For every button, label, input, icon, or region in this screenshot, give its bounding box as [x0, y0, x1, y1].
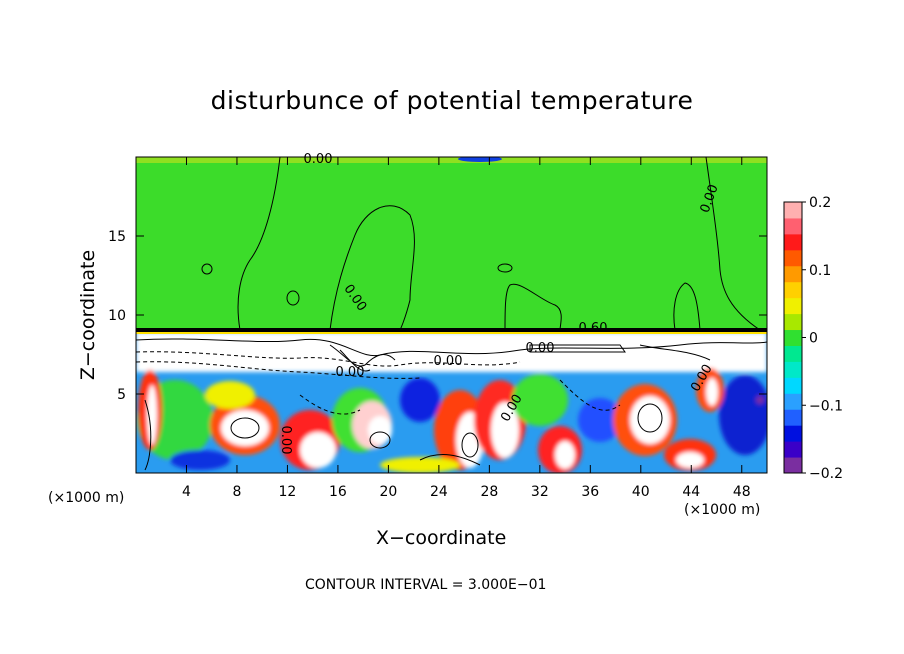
- colorbar-segment: [784, 297, 802, 315]
- contour-label: 0.00: [434, 354, 463, 369]
- x-tick-label: 36: [581, 484, 599, 500]
- contour-interval-text: CONTOUR INTERVAL = 3.000E−01: [305, 577, 547, 593]
- colorbar-segment: [784, 265, 802, 283]
- contour-label: 0.00: [336, 365, 365, 380]
- colorbar-segment: [784, 409, 802, 426]
- upper-field: [136, 157, 767, 332]
- colorbar-tick-label: 0: [809, 331, 818, 347]
- colorbar-tick-label: −0.1: [809, 398, 843, 414]
- contour-label: 0.00: [278, 426, 293, 455]
- x-tick-label: 8: [232, 484, 241, 500]
- colorbar-segment: [784, 345, 802, 362]
- y-tick-label: 15: [108, 229, 126, 245]
- x-tick-label: 28: [480, 484, 498, 500]
- colorbar-segment: [784, 377, 802, 394]
- y-tick-label: 10: [108, 308, 126, 324]
- colorbar-segment: [784, 393, 802, 410]
- colorbar-segment: [784, 425, 802, 442]
- colorbar-tick-label: 0.2: [809, 195, 831, 211]
- colorbar-segment: [784, 217, 802, 235]
- heatmap-field: [136, 157, 767, 473]
- colorbar-tick-label: 0.1: [809, 263, 831, 279]
- x-tick-label: 44: [682, 484, 700, 500]
- x-tick-label: 48: [733, 484, 751, 500]
- colorbar-segment: [784, 202, 802, 219]
- top-strip: [136, 157, 767, 163]
- colorbar-segment: [784, 361, 802, 378]
- x-unit-label-left: (×1000 m): [48, 490, 125, 506]
- top-blue-patch: [458, 157, 502, 162]
- colorbar-segment: [784, 457, 802, 474]
- x-tick-label: 16: [329, 484, 347, 500]
- colorbar-tick-label: −0.2: [809, 466, 843, 482]
- contour-label: 0.60: [579, 321, 608, 336]
- x-tick-label: 4: [182, 484, 191, 500]
- x-tick-label: 12: [279, 484, 297, 500]
- x-axis-label: X−coordinate: [376, 527, 507, 549]
- inversion-yellow: [136, 332, 767, 334]
- colorbar-segment: [784, 441, 802, 458]
- x-tick-label: 20: [379, 484, 397, 500]
- contour-label: 0.00: [304, 152, 333, 167]
- inversion-line: [136, 328, 767, 332]
- x-tick-label: 40: [632, 484, 650, 500]
- colorbar-segment: [784, 313, 802, 331]
- x-tick-label: 32: [531, 484, 549, 500]
- contour-label: 0.00: [526, 341, 555, 356]
- chart-title: disturbunce of potential temperature: [210, 86, 694, 115]
- x-tick-label: 24: [430, 484, 448, 500]
- x-unit-label-right: (×1000 m): [684, 502, 761, 518]
- colorbar-segment: [784, 329, 802, 346]
- colorbar-segment: [784, 281, 802, 299]
- colorbar-segment: [784, 233, 802, 251]
- y-tick-label: 5: [117, 387, 126, 403]
- colorbar-segment: [784, 249, 802, 267]
